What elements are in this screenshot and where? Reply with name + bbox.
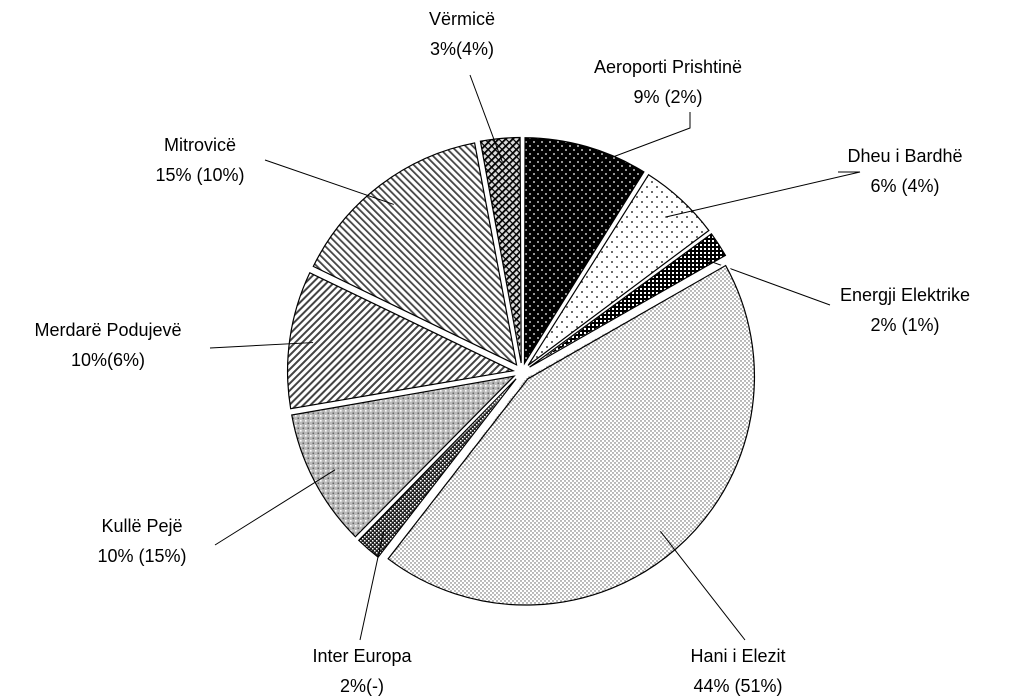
value-label: 10%(6%): [71, 350, 145, 370]
leader-line: [665, 171, 861, 218]
value-label: 44% (51%): [693, 676, 782, 696]
slice-outline: [529, 232, 727, 368]
slice-outline: [523, 137, 645, 366]
pie-slice: [284, 269, 521, 412]
slice-label: Inter Europa: [312, 646, 412, 666]
slice-label: Mitrovicë: [164, 135, 236, 155]
pie-slice: [288, 372, 521, 541]
slice-label: Dheu i Bardhë: [847, 146, 962, 166]
leader-line: [698, 256, 831, 306]
slice-label: Aeroporti Prishtinë: [594, 57, 742, 77]
pie-slice: [526, 230, 730, 370]
value-label: 6% (4%): [870, 176, 939, 196]
value-label: 10% (15%): [97, 546, 186, 566]
slice-label: Kullë Pejë: [101, 516, 182, 536]
value-label: 2% (1%): [870, 315, 939, 335]
slice-outline: [479, 136, 522, 364]
slice-outline: [286, 271, 516, 410]
slice-label: Energji Elektrike: [840, 285, 970, 305]
pie-slice: [384, 261, 758, 608]
leader-line: [209, 342, 314, 349]
pie-slice: [309, 139, 521, 370]
pie-slice: [354, 375, 520, 561]
slice-outline: [291, 375, 516, 538]
slice-outline: [357, 378, 517, 558]
slice-label: Merdarë Podujevë: [34, 320, 181, 340]
leader-line: [264, 159, 394, 205]
leader-line: [660, 530, 746, 641]
pie-slice: [525, 170, 713, 369]
pie-slice: [522, 134, 648, 371]
value-label: 15% (10%): [155, 165, 244, 185]
slice-label: Vërmicë: [429, 9, 495, 29]
slice-label: Hani i Elezit: [690, 646, 785, 666]
leader-line: [469, 74, 503, 163]
leader-line: [214, 469, 336, 546]
value-label: 9% (2%): [633, 87, 702, 107]
slice-outline: [527, 173, 710, 366]
slice-outline: [312, 142, 518, 366]
value-label: 3%(4%): [430, 39, 494, 59]
leader-line: [580, 112, 691, 170]
slice-outline: [387, 264, 756, 606]
value-label: 2%(-): [340, 676, 384, 696]
leader-line: [359, 531, 385, 641]
